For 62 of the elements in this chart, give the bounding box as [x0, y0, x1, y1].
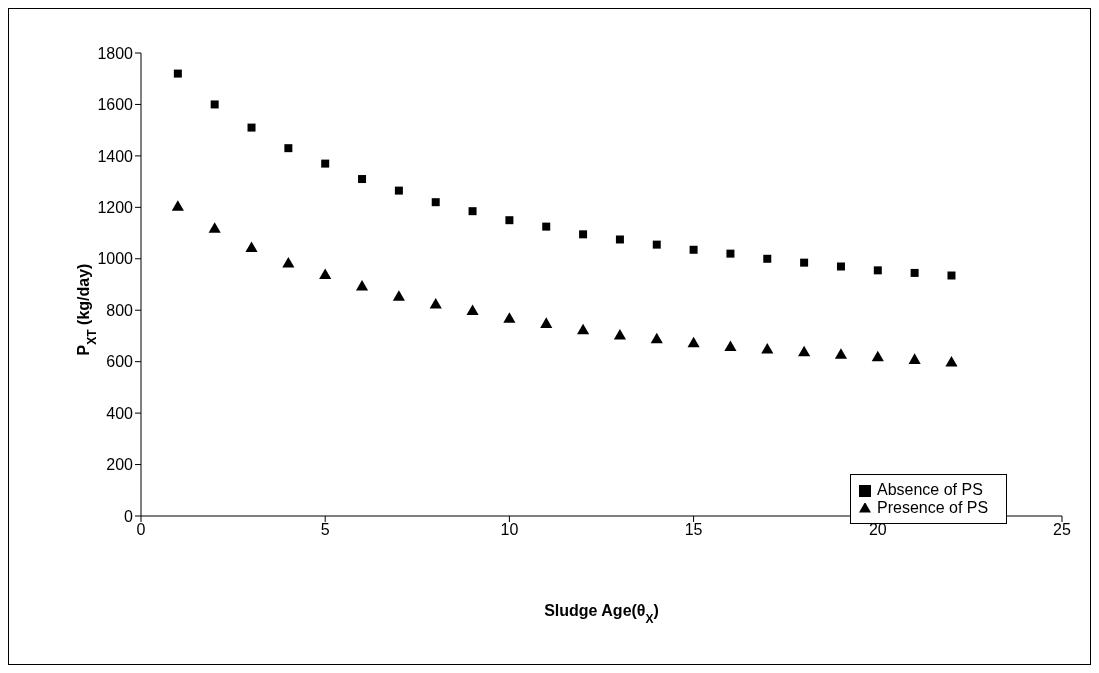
- x-tick-label: 10: [500, 521, 519, 539]
- point: [945, 355, 958, 367]
- x-axis-title: Sludge Age(θ$_{X}$): [544, 602, 659, 626]
- point: [284, 144, 293, 153]
- point: [431, 198, 440, 207]
- point: [282, 256, 295, 268]
- point: [321, 159, 330, 168]
- y-tick-label: 1200: [97, 199, 134, 217]
- y-tick-label: 1800: [97, 44, 134, 62]
- point: [724, 340, 737, 352]
- y-tick-label: 0: [124, 507, 134, 525]
- point: [834, 348, 848, 359]
- legend-label: Absence of PS: [877, 481, 983, 498]
- point: [726, 249, 735, 258]
- point: [355, 280, 369, 291]
- point: [871, 350, 884, 362]
- point: [466, 304, 479, 316]
- point: [210, 100, 219, 109]
- point: [763, 254, 772, 263]
- point: [908, 353, 921, 364]
- point: [798, 345, 811, 357]
- point: [358, 175, 367, 184]
- point: [394, 186, 403, 195]
- point: [910, 268, 919, 277]
- x-tick-label: 15: [684, 521, 703, 539]
- point: [392, 290, 405, 301]
- point: [650, 332, 663, 344]
- y-tick-label: 800: [106, 301, 134, 319]
- point: [173, 69, 182, 78]
- x-tick-label: 5: [320, 521, 330, 539]
- point: [761, 343, 774, 354]
- point: [689, 245, 698, 254]
- y-tick-label: 400: [106, 404, 134, 422]
- point: [208, 222, 221, 233]
- point: [615, 235, 624, 244]
- point: [171, 200, 184, 211]
- point: [540, 317, 553, 328]
- point: [873, 266, 882, 275]
- y-tick-label: 1600: [97, 96, 134, 114]
- point: [505, 216, 514, 225]
- point: [245, 241, 258, 252]
- point: [579, 230, 588, 239]
- point: [247, 123, 256, 132]
- x-tick-label: 0: [136, 521, 146, 539]
- point: [687, 336, 700, 348]
- y-tick-label: 1400: [97, 147, 134, 165]
- point: [652, 240, 661, 249]
- y-tick-label: 200: [106, 456, 134, 474]
- point: [468, 207, 477, 216]
- point: [800, 258, 809, 267]
- point: [319, 268, 332, 280]
- point: [542, 222, 551, 231]
- x-tick-label: 25: [1053, 521, 1071, 539]
- legend-label: Presence of PS: [877, 499, 989, 516]
- point: [947, 271, 956, 280]
- point: [577, 323, 590, 335]
- y-tick-label: 1000: [97, 250, 134, 268]
- point: [429, 298, 442, 309]
- point: [836, 262, 845, 271]
- point: [503, 312, 516, 323]
- y-tick-label: 600: [106, 353, 134, 371]
- point: [613, 328, 626, 340]
